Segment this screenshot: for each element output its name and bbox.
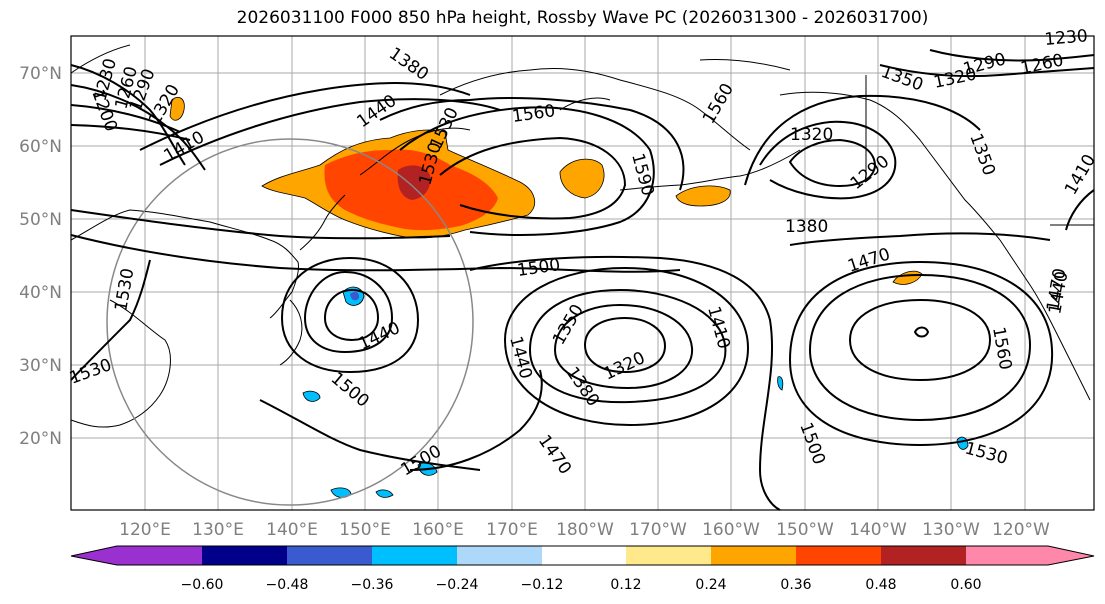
- colorbar-tick: −0.36: [351, 577, 394, 593]
- warm-anomaly-region: [559, 158, 605, 199]
- cold-anomaly-region: [375, 489, 394, 498]
- projection-circle: [106, 138, 474, 506]
- colorbar-extend-high: [1048, 546, 1094, 565]
- colorbar-tick: −0.24: [436, 577, 479, 593]
- colorbar: −0.60 −0.48 −0.36 −0.24 −0.12 0.12 0.24 …: [70, 545, 1095, 593]
- lon-label: 120°W: [992, 520, 1050, 540]
- graticule: [71, 36, 1094, 510]
- colorbar-outline: [70, 545, 1095, 566]
- colorbar-swatch: [542, 546, 626, 565]
- colorbar-extend-low: [71, 546, 117, 565]
- colorbar-swatch: [117, 546, 202, 565]
- lon-label: 150°W: [776, 520, 834, 540]
- lon-label: 170°W: [629, 520, 687, 540]
- lat-label: 70°N: [19, 64, 62, 84]
- colorbar-swatch: [372, 546, 457, 565]
- colorbar-swatch: [796, 546, 881, 565]
- lon-label: 160°W: [702, 520, 760, 540]
- colorbar-tick: −0.12: [521, 577, 564, 593]
- lon-label: 140°W: [849, 520, 907, 540]
- lon-label: 150°E: [339, 520, 391, 540]
- peak-anomaly-region: [397, 165, 431, 200]
- colorbar-tick: 0.24: [695, 577, 726, 593]
- lon-label: 160°E: [412, 520, 464, 540]
- colorbar-tick: 0.36: [780, 577, 811, 593]
- longitude-labels: 120°E 130°E 140°E 150°E 160°E 170°E 180°…: [119, 520, 1050, 540]
- contour-label: 1320: [790, 125, 833, 145]
- lon-label: 120°E: [119, 520, 171, 540]
- lon-label: 130°W: [922, 520, 980, 540]
- coastlines: [70, 44, 1094, 428]
- lat-label: 20°N: [19, 429, 62, 449]
- contour-label: 1380: [785, 217, 828, 237]
- lat-label: 60°N: [19, 137, 62, 157]
- colorbar-tick: 0.60: [950, 577, 981, 593]
- map-title: 2026031100 F000 850 hPa height, Rossby W…: [236, 8, 929, 28]
- map-frame: [70, 35, 1095, 511]
- lat-label: 50°N: [19, 210, 62, 230]
- height-contours: [70, 49, 1095, 511]
- lon-label: 180°W: [556, 520, 614, 540]
- map-plot-area: [71, 36, 1094, 510]
- latitude-labels: 70°N 60°N 50°N 40°N 30°N 20°N: [19, 64, 62, 449]
- colorbar-swatch: [202, 546, 287, 565]
- cold-anomaly-region: [302, 390, 321, 402]
- contour-label: 1230: [1044, 26, 1089, 50]
- colorbar-swatch: [287, 546, 372, 565]
- colorbar-tick: 0.48: [865, 577, 896, 593]
- colorbar-swatch: [457, 546, 542, 565]
- colorbar-tick: 0.12: [610, 577, 641, 593]
- lon-label: 170°E: [486, 520, 538, 540]
- lat-label: 30°N: [19, 356, 62, 376]
- cold-anomaly-region: [777, 376, 784, 391]
- colorbar-tick: −0.60: [181, 577, 224, 593]
- colorbar-swatch: [881, 546, 966, 565]
- warm-anomaly-region: [675, 185, 731, 207]
- colorbar-swatch: [626, 546, 711, 565]
- warm-anomaly-region: [169, 96, 185, 121]
- lon-label: 140°E: [266, 520, 318, 540]
- cold-anomaly-region: [350, 291, 360, 301]
- colorbar-tick: −0.48: [266, 577, 309, 593]
- colorbar-swatch: [966, 546, 1048, 565]
- lat-label: 40°N: [19, 283, 62, 303]
- lon-label: 130°E: [192, 520, 244, 540]
- colorbar-swatch: [711, 546, 796, 565]
